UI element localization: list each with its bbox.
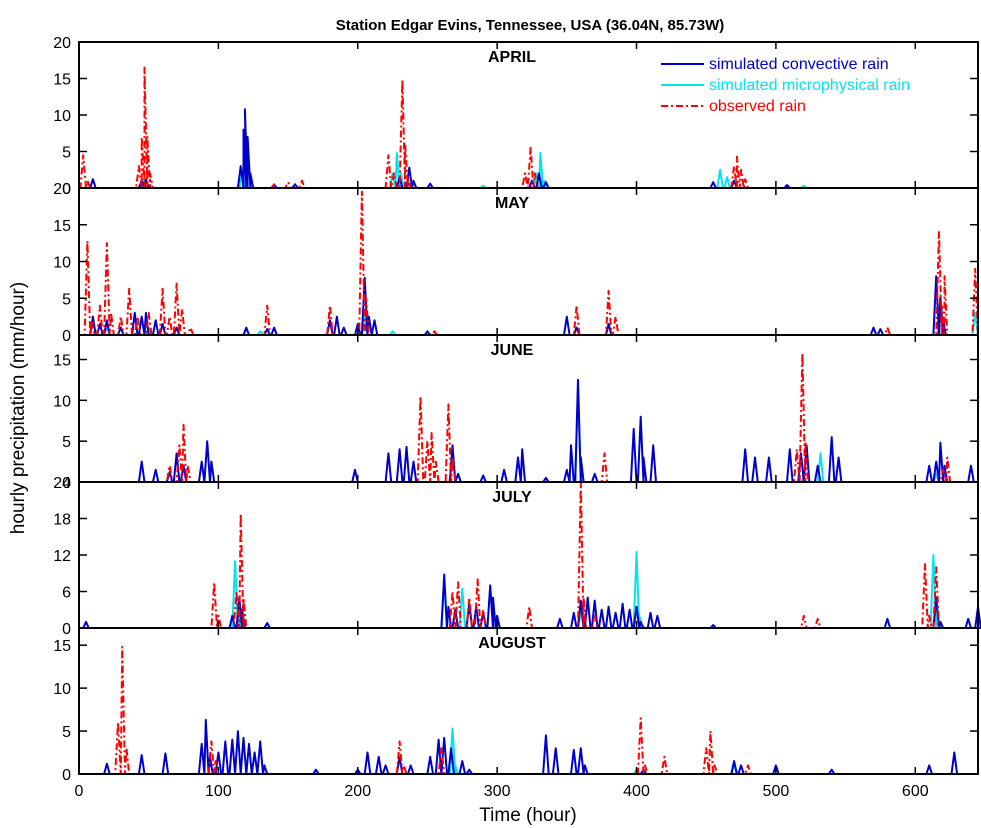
legend: simulated convective rain simulated micro… [661,56,910,115]
x-tick-label-500: 500 [763,783,790,800]
x-axis-label: Time (hour) [479,805,576,826]
panel-may: 0 5 10 15 20 MAY [53,181,979,345]
x-tick-label-300: 300 [484,783,511,800]
legend-label-simulated-microphysical-rain: simulated microphysical rain [709,77,910,94]
series-simulated-microphysical-rain-august [79,727,978,775]
series-simulated-convective-rain-april [79,108,978,189]
series-simulated-microphysical-rain-june [79,387,978,483]
y-tick-label-april-10: 10 [53,108,71,125]
y-tick-label-june-10: 10 [53,393,71,410]
y-tick-label-july-6: 6 [62,585,71,602]
panel-july: 0 6 12 18 24 JULY [53,475,981,638]
panel-label-may: MAY [495,195,529,212]
series-simulated-convective-rain-july [79,573,981,629]
panel-june: 0 5 10 15 JUNE [53,334,979,492]
y-tick-label-may-20: 20 [53,181,71,198]
y-tick-label-may-5: 5 [62,291,71,308]
y-axis-label: hourly precipitation (mm/hour) [8,282,29,534]
x-tick-label-100: 100 [205,783,232,800]
x-tick-label-0: 0 [75,783,84,800]
y-tick-label-april-20: 20 [53,35,71,52]
series-simulated-convective-rain-august [79,718,978,775]
y-tick-label-july-12: 12 [53,548,71,565]
y-tick-label-june-0: 0 [62,475,71,492]
y-tick-label-may-10: 10 [53,255,71,272]
y-tick-label-august-10: 10 [53,681,71,698]
x-tick-label-400: 400 [623,783,650,800]
series-observed-rain-may [79,190,979,336]
y-tick-label-june-15: 15 [53,353,71,370]
panel-label-july: JULY [492,489,532,506]
chart-title: Station Edgar Evins, Tennessee, USA (36.… [336,17,724,34]
y-tick-label-august-0: 0 [62,767,71,784]
y-tick-label-april-5: 5 [62,145,71,162]
y-tick-label-june-5: 5 [62,434,71,451]
panels-group: 0 5 10 15 20 APRIL 0 5 10 15 20 MAY 0 5 10 15 JUNE 0 6 12 18… [53,35,981,784]
y-tick-label-may-0: 0 [62,328,71,345]
legend-label-observed-rain: observed rain [709,98,806,115]
y-tick-label-july-24: 24 [53,475,71,492]
x-tick-label-600: 600 [902,783,929,800]
series-observed-rain-june [79,352,978,483]
y-tick-label-august-5: 5 [62,724,71,741]
x-axis-ticks: 0 100 200 300 400 500 600 [75,783,929,800]
legend-label-simulated-convective-rain: simulated convective rain [709,56,889,73]
series-simulated-microphysical-rain-may [79,293,979,336]
panel-label-april: APRIL [488,49,536,66]
panel-frame-august [78,627,979,775]
series-simulated-convective-rain-may [79,275,978,336]
y-tick-label-august-15: 15 [53,638,71,655]
series-observed-rain-august [79,645,978,775]
panel-label-august: AUGUST [478,635,546,652]
y-tick-label-july-18: 18 [53,512,71,529]
panel-august: 0 5 10 15 AUGUST [53,627,979,784]
y-tick-label-april-0: 0 [62,181,71,198]
y-tick-label-april-15: 15 [53,72,71,89]
y-tick-label-may-15: 15 [53,218,71,235]
y-tick-label-july-0: 0 [62,621,71,638]
panel-label-june: JUNE [491,342,534,359]
series-simulated-convective-rain-june [79,378,978,483]
x-tick-label-200: 200 [344,783,371,800]
